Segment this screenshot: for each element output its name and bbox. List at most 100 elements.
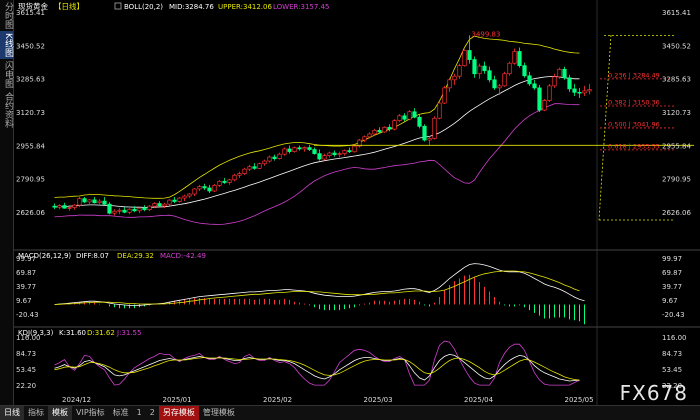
candle-body <box>97 200 102 204</box>
candle-body <box>422 125 427 141</box>
candle-body <box>72 204 77 208</box>
boll-upper-line <box>54 35 580 199</box>
kdj-legend: KDJ(9,3,3) K:31.60 D:31.62 J:31.55 <box>18 329 141 337</box>
candle-body <box>312 149 317 154</box>
fib-level-label: 0.236 | 3284.49 <box>608 71 660 79</box>
candle-body <box>297 147 302 150</box>
candle-body <box>322 155 327 160</box>
price-tick-right: 2955.84 <box>662 142 691 150</box>
toolbar-item[interactable]: 另存模板 <box>158 406 199 420</box>
tab-kline[interactable]: K线图 <box>0 31 13 59</box>
kdj-pane <box>54 340 580 386</box>
macd-tick-left: 99.97 <box>16 255 36 263</box>
candle-body <box>92 199 97 204</box>
macd-dea: DEA:29.32 <box>117 252 154 260</box>
kdj-d: D:31.62 <box>87 329 115 337</box>
candle-body <box>102 200 107 205</box>
candle-body <box>122 209 127 213</box>
candle-body <box>472 59 477 75</box>
candle-body <box>167 199 172 205</box>
boll-label: BOLL(20,2) <box>124 3 163 11</box>
candle-body <box>317 153 322 160</box>
sidebar: 分时图 K线图 闪电图 合约资料 <box>0 0 14 405</box>
macd-pane <box>54 263 585 325</box>
toolbar-item[interactable]: 模板 <box>48 406 72 420</box>
price-tick-left: 3285.63 <box>16 76 45 84</box>
price-tick-right: 3120.73 <box>662 109 691 117</box>
price-tick-left: 3615.41 <box>16 9 45 17</box>
candle-body <box>372 129 377 135</box>
chart-area[interactable]: 现货黄金 【日线】 BOLL(20,2) MID:3284.76 UPPER:3… <box>14 0 700 405</box>
chart-canvas[interactable]: 现货黄金 【日线】 BOLL(20,2) MID:3284.76 UPPER:3… <box>14 0 700 405</box>
candle-body <box>192 188 197 195</box>
candle-body <box>237 173 242 176</box>
x-axis-label: 2025/03 <box>364 396 393 404</box>
toolbar-item[interactable]: 日线 <box>0 406 24 420</box>
candle-body <box>547 85 552 101</box>
kdj-j: J:31.55 <box>116 329 141 337</box>
candle-body <box>347 150 352 153</box>
boll-mid: MID:3284.76 <box>169 3 214 11</box>
toolbar-item[interactable]: 1 <box>136 408 142 417</box>
tab-lightning[interactable]: 闪电图 <box>3 60 13 88</box>
price-tick-right: 2790.95 <box>662 176 691 184</box>
toolbar-item[interactable]: 标准 <box>112 408 129 417</box>
x-axis-label: 2024/12 <box>62 396 91 404</box>
axes: 3615.41 3615.41 3450.52 3450.52 3285.63 3285.… <box>16 9 691 404</box>
kdj-tick-left: 22.20 <box>16 382 36 390</box>
candle-body <box>587 89 592 92</box>
macd-tick-right: 9.67 <box>662 297 678 305</box>
candle-body <box>437 102 442 119</box>
candle-body <box>157 203 162 207</box>
kdj-tick-right: 22.20 <box>662 382 682 390</box>
symbol-label: 现货黄金 <box>18 1 48 11</box>
tab-contract-info[interactable]: 合约资料 <box>3 91 13 128</box>
x-axis-label: 2025/02 <box>263 396 292 404</box>
candle-body <box>512 51 517 64</box>
candle-body <box>452 75 457 81</box>
price-pane: 0.236 | 3284.49 0.382 | 3150.36 0.500 | 30… <box>52 30 694 225</box>
kdj-tick-left: 84.73 <box>16 350 36 358</box>
candle-body <box>172 199 177 202</box>
candle-body <box>402 115 407 120</box>
candle-body <box>127 208 132 213</box>
price-legend: 现货黄金 【日线】 BOLL(20,2) MID:3284.76 UPPER:3… <box>18 1 329 11</box>
candle-body <box>457 65 462 77</box>
candle-body <box>262 160 267 165</box>
candle-body <box>542 100 547 111</box>
candle-body <box>247 166 252 170</box>
price-tick-right: 2626.06 <box>662 209 691 217</box>
candle-body <box>482 65 487 72</box>
toolbar-item[interactable]: 管理模板 <box>202 408 235 417</box>
candle-body <box>177 197 182 202</box>
candle-body <box>162 203 167 207</box>
candle-body <box>62 205 67 209</box>
x-axis-label: 2025/01 <box>163 396 192 404</box>
boll-lower: LOWER:3157.45 <box>273 3 329 11</box>
kdj-label: KDJ(9,3,3) <box>18 329 54 337</box>
candle-body <box>282 148 287 155</box>
toolbar-item[interactable]: 2 <box>149 408 155 417</box>
kdj-k-line <box>54 353 580 382</box>
candle-body <box>532 83 537 89</box>
candle-body <box>132 208 137 212</box>
toolbar-item[interactable]: 指标 <box>28 408 44 417</box>
tab-timeshare[interactable]: 分时图 <box>3 2 13 29</box>
price-tick-right: 3285.63 <box>662 76 691 84</box>
candle-body <box>582 90 587 94</box>
candle-body <box>377 129 382 133</box>
candle-body <box>537 87 542 111</box>
boll-mid-line <box>54 75 580 208</box>
toolbar-item[interactable]: VIP指标 <box>76 408 105 417</box>
candle-body <box>432 117 437 139</box>
macd-tick-left: 9.67 <box>16 297 32 305</box>
candle-body <box>557 68 562 78</box>
candle-body <box>272 156 277 159</box>
candle-body <box>212 184 217 192</box>
candle-body <box>332 152 337 155</box>
checkbox-icon[interactable] <box>114 2 122 10</box>
candle-body <box>407 111 412 120</box>
kdj-tick-right: 84.73 <box>662 350 682 358</box>
toolbar-items: 日线 指标 模板 VIP指标 标准 1 2 另存模板 管理模板 <box>0 406 239 420</box>
macd-value: MACD:-42.49 <box>160 252 206 260</box>
